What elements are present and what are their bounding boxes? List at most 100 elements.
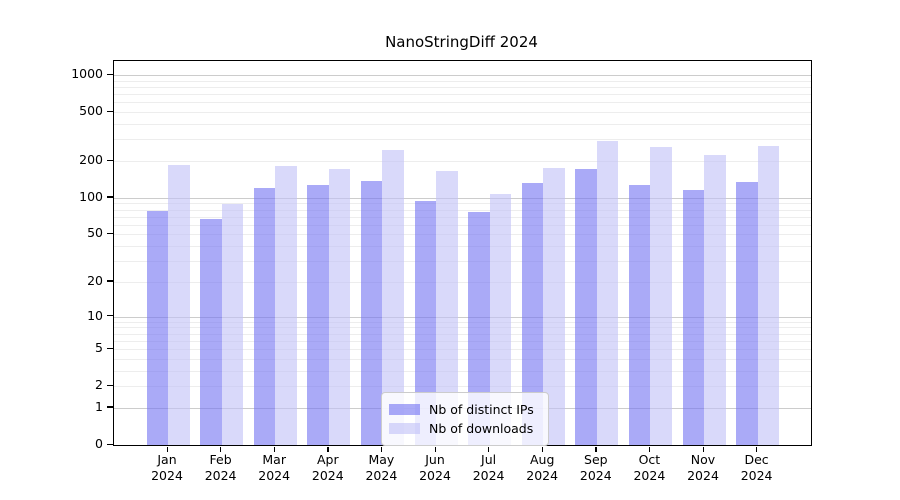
bar-downloads-oct — [650, 146, 672, 445]
gridline — [114, 86, 811, 88]
x-axis-month-label: Dec 2024 — [740, 452, 773, 483]
bar-distinct-ips-feb — [200, 219, 222, 445]
y-tick-mark — [107, 347, 113, 349]
x-axis-month-label: Jan 2024 — [151, 452, 183, 483]
gridline — [114, 349, 811, 350]
gridline — [114, 102, 811, 104]
bar-distinct-ips-aug — [521, 183, 544, 445]
x-axis-month-label: Jun 2024 — [419, 452, 451, 483]
gridline — [114, 340, 811, 342]
gridline — [114, 203, 811, 205]
chart-title: NanoStringDiff 2024 — [385, 33, 538, 51]
x-tick-mark — [380, 447, 383, 452]
y-axis-tick-label: 50 — [87, 225, 103, 241]
bar-downloads-jul — [489, 193, 512, 445]
x-tick-mark — [220, 447, 222, 452]
y-axis-tick-label: 200 — [79, 152, 103, 167]
gridline — [114, 94, 811, 96]
y-tick-mark — [107, 443, 113, 445]
x-axis-month-label: Feb 2024 — [204, 452, 237, 483]
y-axis-tick-label: 1000 — [71, 66, 103, 81]
bar-distinct-ips-nov — [682, 189, 704, 445]
y-axis-tick-label: 0 — [95, 436, 103, 451]
x-tick-mark — [327, 447, 329, 452]
gridline — [114, 209, 811, 211]
bar-downloads-nov — [704, 154, 726, 445]
gridline — [114, 112, 811, 114]
gridline — [114, 386, 811, 388]
y-axis-tick-label: 10 — [87, 307, 103, 323]
bar-distinct-ips-may — [360, 181, 383, 445]
x-tick-mark — [648, 447, 651, 452]
gridline — [114, 234, 811, 236]
y-tick-mark — [107, 73, 113, 75]
x-tick-mark — [273, 447, 276, 452]
legend-label-downloads: Nb of downloads — [429, 421, 534, 436]
bar-downloads-dec — [757, 146, 780, 445]
x-tick-mark — [488, 447, 490, 452]
gridline — [114, 139, 811, 141]
x-axis-month-label: Aug 2024 — [526, 452, 559, 483]
y-tick-mark — [107, 384, 113, 387]
gridline — [114, 261, 811, 263]
y-axis-tick-label: 5 — [95, 340, 103, 355]
bar-downloads-mar — [275, 166, 297, 445]
x-axis-month-label: Nov 2024 — [687, 452, 719, 483]
x-tick-mark — [702, 447, 704, 452]
gridline — [114, 321, 811, 323]
x-axis-month-label: Oct 2024 — [633, 452, 666, 483]
gridline — [114, 370, 811, 372]
x-tick-mark — [166, 447, 168, 452]
legend-swatch-downloads — [389, 423, 420, 434]
x-axis-month-label: Mar 2024 — [258, 452, 291, 483]
y-axis-tick-label: 1 — [95, 398, 103, 414]
gridline — [114, 216, 811, 218]
bar-downloads-jan — [168, 164, 190, 445]
bar-distinct-ips-mar — [253, 187, 276, 445]
gridline — [114, 124, 811, 125]
bar-distinct-ips-dec — [736, 182, 758, 445]
legend-label-distinct-ips: Nb of distinct IPs — [429, 402, 534, 417]
plot-area: Nb of distinct IPs Nb of downloads — [113, 60, 812, 446]
y-tick-mark — [107, 406, 113, 408]
y-tick-mark — [107, 110, 113, 112]
bar-downloads-sep — [596, 140, 619, 445]
y-axis-tick-label: 500 — [79, 103, 103, 119]
bar-downloads-may — [382, 150, 404, 445]
gridline — [114, 327, 811, 329]
bar-distinct-ips-jan — [146, 211, 168, 445]
bar-downloads-feb — [221, 204, 244, 445]
x-tick-mark — [434, 447, 436, 452]
bar-distinct-ips-jun — [414, 201, 436, 445]
gridline — [114, 246, 811, 248]
legend-swatch-distinct-ips — [389, 404, 420, 415]
x-tick-mark — [756, 447, 758, 452]
legend-item-downloads: Nb of downloads — [389, 420, 534, 437]
gridline — [114, 224, 811, 226]
gridline — [114, 333, 811, 335]
x-axis-month-label: May 2024 — [365, 452, 398, 483]
x-tick-mark — [541, 447, 544, 452]
x-tick-mark — [595, 447, 597, 452]
gridline-decade — [114, 75, 811, 76]
x-axis-month-label: Sep 2024 — [579, 452, 612, 483]
bar-downloads-aug — [543, 167, 565, 445]
y-tick-mark — [107, 232, 113, 235]
y-tick-mark — [107, 280, 113, 282]
gridline — [114, 281, 811, 283]
gridline-decade — [114, 316, 811, 318]
y-axis-tick-label: 2 — [95, 377, 103, 393]
y-tick-mark — [107, 196, 113, 198]
bar-distinct-ips-sep — [575, 169, 597, 445]
bar-downloads-apr — [328, 168, 351, 445]
y-tick-mark — [107, 159, 113, 161]
gridline — [114, 161, 811, 162]
bar-distinct-ips-apr — [307, 185, 329, 445]
y-axis-tick-label: 20 — [87, 272, 103, 288]
x-axis-month-label: Jul 2024 — [472, 452, 505, 483]
bar-distinct-ips-jul — [468, 212, 490, 445]
y-tick-mark — [107, 315, 113, 317]
bar-distinct-ips-oct — [628, 185, 651, 445]
gridline — [114, 80, 811, 82]
